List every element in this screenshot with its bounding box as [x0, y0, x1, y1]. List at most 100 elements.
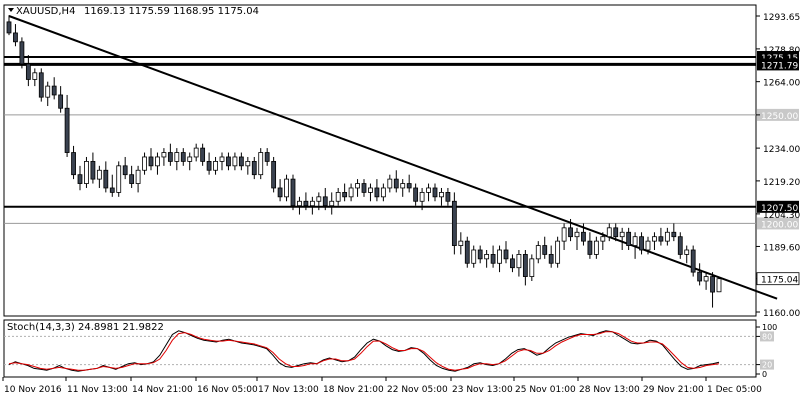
candle-body — [419, 192, 425, 202]
candle-body — [264, 152, 270, 162]
candle-body — [232, 156, 238, 167]
candle — [445, 187, 451, 206]
candle-body — [335, 192, 341, 202]
candle-body — [432, 187, 438, 198]
candle — [193, 143, 199, 162]
candle — [548, 245, 554, 268]
x-tick-label: 22 Nov 05:00 — [387, 385, 448, 395]
candle — [432, 183, 438, 202]
candle — [25, 55, 31, 87]
candle-body — [290, 178, 296, 207]
candle-body — [6, 21, 12, 34]
candle — [84, 156, 89, 188]
stoch-level-label-bg — [760, 359, 774, 370]
candles — [6, 15, 722, 308]
candle-body — [342, 192, 348, 198]
candle — [406, 174, 412, 193]
candle — [6, 15, 12, 36]
candle-body — [329, 200, 335, 207]
price-line-label-bg — [757, 58, 799, 71]
candle — [639, 232, 644, 255]
y-tick-label: 1234.00 — [763, 145, 800, 155]
candle-body — [568, 227, 573, 238]
candle — [142, 152, 147, 175]
candle-body — [439, 192, 444, 198]
trendline — [8, 15, 778, 300]
candle — [200, 143, 206, 166]
candle — [277, 179, 283, 202]
candle-body — [19, 41, 25, 65]
candle — [464, 236, 470, 268]
candle — [716, 277, 722, 293]
candle-body — [25, 63, 31, 80]
candle — [251, 156, 257, 180]
candle-body — [574, 231, 580, 238]
candle-body — [200, 147, 206, 162]
candle — [664, 227, 670, 246]
candle — [374, 179, 380, 202]
price-line-label-bg — [757, 200, 799, 213]
candle-body — [639, 236, 644, 251]
price-lines — [4, 55, 756, 224]
collapse-triangle-icon — [8, 8, 14, 12]
candle-body — [348, 187, 354, 198]
candle-body — [368, 187, 373, 193]
candle — [290, 174, 296, 211]
candle — [458, 232, 464, 255]
candle-body — [587, 240, 593, 255]
candle — [484, 249, 490, 268]
candle-body — [155, 156, 160, 167]
y-tick-label: 1264.00 — [763, 79, 800, 89]
candle-body — [516, 254, 522, 269]
stoch-title: Stoch(14,3,3) 24.8981 21.9822 — [7, 322, 164, 333]
trendline-group — [8, 15, 778, 300]
candle-body — [309, 200, 315, 207]
candle-body — [658, 236, 664, 242]
price-line-label: 1271.79 — [761, 61, 798, 71]
current-price-label-bg — [756, 272, 800, 286]
candle-body — [710, 276, 715, 293]
candle-body — [703, 276, 709, 282]
candle — [161, 148, 167, 166]
candle — [419, 187, 425, 211]
candle — [413, 183, 419, 206]
candle — [568, 218, 573, 242]
candle-body — [477, 249, 483, 260]
candle — [19, 37, 25, 69]
candle-body — [671, 231, 677, 238]
candle-body — [38, 72, 44, 98]
candle — [697, 263, 703, 286]
candle-body — [393, 178, 399, 189]
candle-body — [58, 94, 64, 109]
candle-body — [238, 156, 244, 167]
candle-body — [355, 183, 360, 189]
candle — [587, 232, 593, 259]
candle-body — [445, 192, 451, 202]
candle-body — [626, 231, 632, 246]
candle-body — [180, 152, 186, 162]
candle-body — [471, 249, 477, 264]
candle — [490, 245, 496, 268]
candle-body — [245, 160, 251, 167]
candle-body — [613, 227, 619, 238]
candle — [58, 86, 64, 113]
candle — [226, 152, 231, 171]
candle-body — [387, 178, 393, 189]
candle-body — [522, 254, 528, 277]
candle-body — [645, 240, 651, 251]
candle — [238, 152, 244, 171]
candle-body — [697, 271, 703, 282]
stoch-y-tick-label: 20 — [762, 361, 772, 370]
candle — [174, 148, 180, 171]
candle-body — [555, 240, 561, 264]
stoch-level-label-bg — [760, 331, 774, 342]
candle — [129, 165, 135, 188]
candle-body — [167, 152, 173, 162]
candle — [451, 192, 457, 255]
candle-body — [187, 156, 193, 162]
x-tick-label: 17 Nov 13:00 — [258, 385, 319, 395]
candle — [593, 236, 599, 259]
candle-body — [413, 187, 419, 202]
candle-body — [277, 187, 283, 198]
